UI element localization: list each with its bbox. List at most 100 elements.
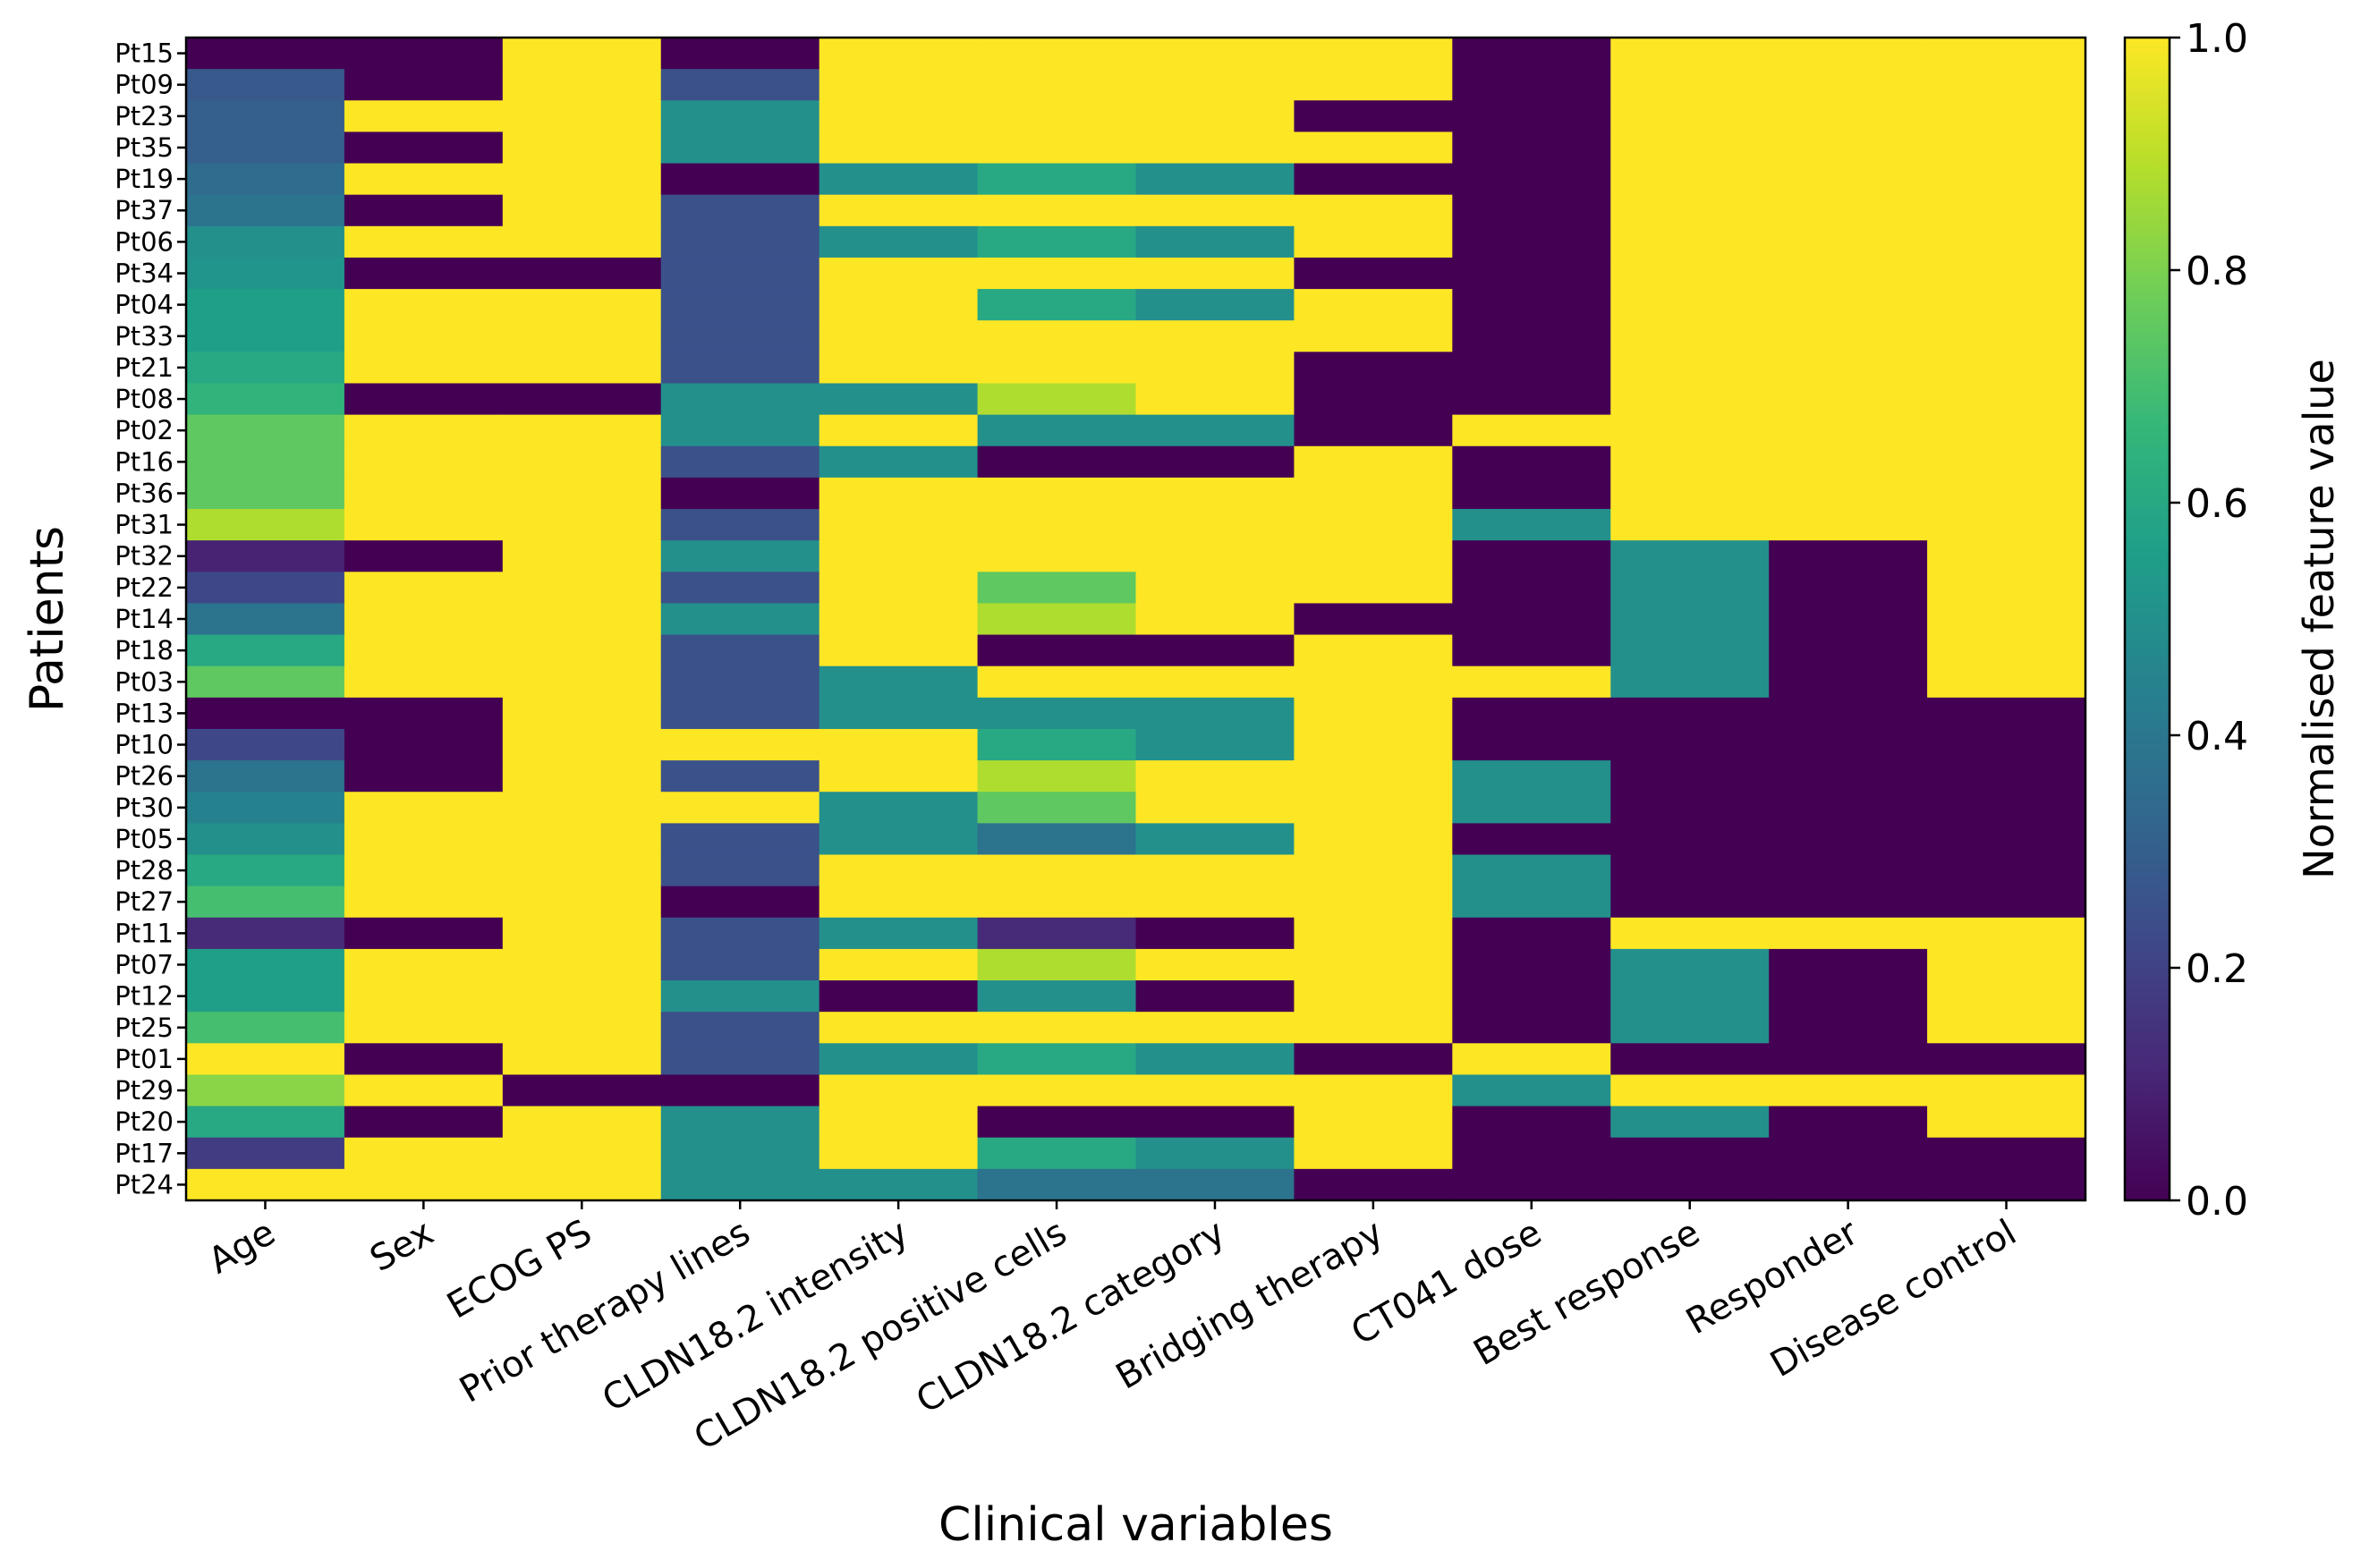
heatmap-cell (186, 540, 345, 572)
heatmap-cell (1294, 917, 1453, 950)
heatmap-cell (819, 352, 979, 385)
heatmap-cell (502, 100, 662, 133)
heatmap-cell (977, 383, 1137, 416)
y-tick-label: Pt26 (115, 761, 174, 792)
heatmap-cell (1294, 1168, 1453, 1201)
heatmap-cell (1452, 603, 1611, 636)
heatmap-cell (660, 1168, 820, 1201)
heatmap-cell (977, 540, 1137, 572)
heatmap-cell (186, 948, 345, 981)
heatmap-cell (977, 1074, 1137, 1107)
heatmap-cell (1452, 163, 1611, 196)
heatmap-cell (819, 728, 979, 761)
heatmap-cell (1452, 414, 1611, 447)
heatmap-cell (502, 634, 662, 667)
heatmap-cell (1452, 697, 1611, 730)
heatmap-cell (186, 289, 345, 321)
heatmap-cell (1135, 1168, 1295, 1201)
heatmap-cell (660, 572, 820, 605)
heatmap-cell (1294, 1137, 1453, 1170)
heatmap-cell (977, 728, 1137, 761)
heatmap-cell (977, 131, 1137, 165)
heatmap-cell (186, 194, 345, 227)
y-tick-label: Pt32 (115, 541, 174, 572)
y-tick-label: Pt25 (115, 1013, 174, 1043)
heatmap-cell (660, 383, 820, 416)
heatmap-cell (660, 728, 820, 761)
heatmap-cell (660, 1012, 820, 1044)
y-tick-label: Pt12 (115, 981, 174, 1012)
heatmap-cell (1769, 320, 1928, 352)
y-axis-ticks: Pt15Pt09Pt23Pt35Pt19Pt37Pt06Pt34Pt04Pt33… (115, 38, 186, 1199)
heatmap-cell (1294, 665, 1453, 699)
heatmap-cell (1135, 1074, 1295, 1107)
heatmap-cell (186, 1168, 345, 1201)
colorbar-tick-label: 0.2 (2186, 946, 2248, 992)
heatmap-cell (1294, 445, 1453, 479)
heatmap-cell (1135, 414, 1295, 447)
heatmap-cell (1769, 69, 1928, 101)
heatmap-cell (1769, 728, 1928, 761)
heatmap-cell (344, 1137, 504, 1170)
y-tick-label: Pt34 (115, 259, 174, 289)
heatmap-cell (977, 1137, 1137, 1170)
heatmap-cell (660, 792, 820, 824)
heatmap-cell (1452, 760, 1611, 792)
heatmap-cell (1769, 1043, 1928, 1076)
heatmap-cell (344, 728, 504, 761)
heatmap-cell (819, 477, 979, 510)
heatmap-cell (1769, 509, 1928, 541)
colorbar (2123, 36, 2171, 1202)
heatmap-cell (502, 352, 662, 385)
heatmap-cell (502, 131, 662, 165)
heatmap-cells (186, 38, 2086, 1201)
heatmap-cell (977, 823, 1137, 856)
heatmap-cell (819, 131, 979, 165)
heatmap-cell (1135, 760, 1295, 792)
heatmap-cell (344, 697, 504, 730)
heatmap-cell (1927, 665, 2086, 699)
heatmap-cell (1294, 509, 1453, 541)
heatmap-cell (1610, 1168, 1770, 1201)
heatmap-cell (502, 509, 662, 541)
heatmap-cell (1452, 352, 1611, 385)
heatmap-cell (344, 383, 504, 416)
heatmap-cell (344, 760, 504, 792)
heatmap-cell (819, 163, 979, 196)
heatmap-cell (1769, 1137, 1928, 1170)
heatmap-cell (1927, 917, 2086, 950)
heatmap-cell (1769, 163, 1928, 196)
heatmap-cell (1610, 728, 1770, 761)
heatmap-cell (1610, 1012, 1770, 1044)
heatmap-cell (502, 665, 662, 699)
heatmap-cell (1769, 100, 1928, 133)
heatmap-cell (1927, 634, 2086, 667)
heatmap-cell (1610, 1043, 1770, 1076)
y-tick-label: Pt13 (115, 698, 174, 728)
heatmap-cell (1452, 1168, 1611, 1201)
heatmap-cell (502, 1043, 662, 1076)
heatmap-cell (186, 414, 345, 447)
heatmap-cell (1769, 352, 1928, 385)
heatmap-cell (1769, 854, 1928, 887)
y-tick-label: Pt07 (115, 949, 174, 979)
heatmap-cell (1452, 1012, 1611, 1044)
heatmap-cell (819, 697, 979, 730)
heatmap-cell (344, 352, 504, 385)
heatmap-cell (1927, 445, 2086, 479)
heatmap-cell (1769, 572, 1928, 605)
y-tick-label: Pt18 (115, 635, 174, 665)
heatmap-cell (1927, 100, 2086, 133)
heatmap-cell (819, 1074, 979, 1107)
heatmap-cell (1294, 697, 1453, 730)
heatmap-cell (1294, 69, 1453, 101)
heatmap-cell (344, 540, 504, 572)
colorbar-ticks: 0.0 0.2 0.4 0.6 0.8 1.0 (2170, 16, 2248, 1225)
heatmap-cell (1610, 289, 1770, 321)
y-tick-label: Pt22 (115, 572, 174, 603)
heatmap-cell (1294, 1012, 1453, 1044)
heatmap-cell (186, 225, 345, 259)
heatmap-cell (1135, 383, 1295, 416)
heatmap-cell (819, 854, 979, 887)
heatmap-cell (1294, 352, 1453, 385)
